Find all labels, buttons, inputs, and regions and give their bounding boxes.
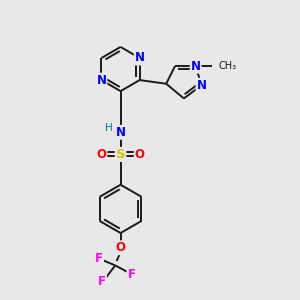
- Text: O: O: [96, 148, 106, 161]
- Text: F: F: [95, 252, 103, 265]
- Text: N: N: [196, 79, 206, 92]
- Text: F: F: [128, 268, 136, 281]
- Text: N: N: [96, 74, 106, 87]
- Text: S: S: [116, 148, 125, 161]
- Text: N: N: [135, 52, 145, 64]
- Text: N: N: [190, 60, 201, 73]
- Text: CH₃: CH₃: [218, 61, 236, 71]
- Text: F: F: [98, 275, 106, 288]
- Text: H: H: [106, 123, 113, 133]
- Text: N: N: [116, 126, 126, 139]
- Text: O: O: [135, 148, 145, 161]
- Text: O: O: [116, 241, 126, 254]
